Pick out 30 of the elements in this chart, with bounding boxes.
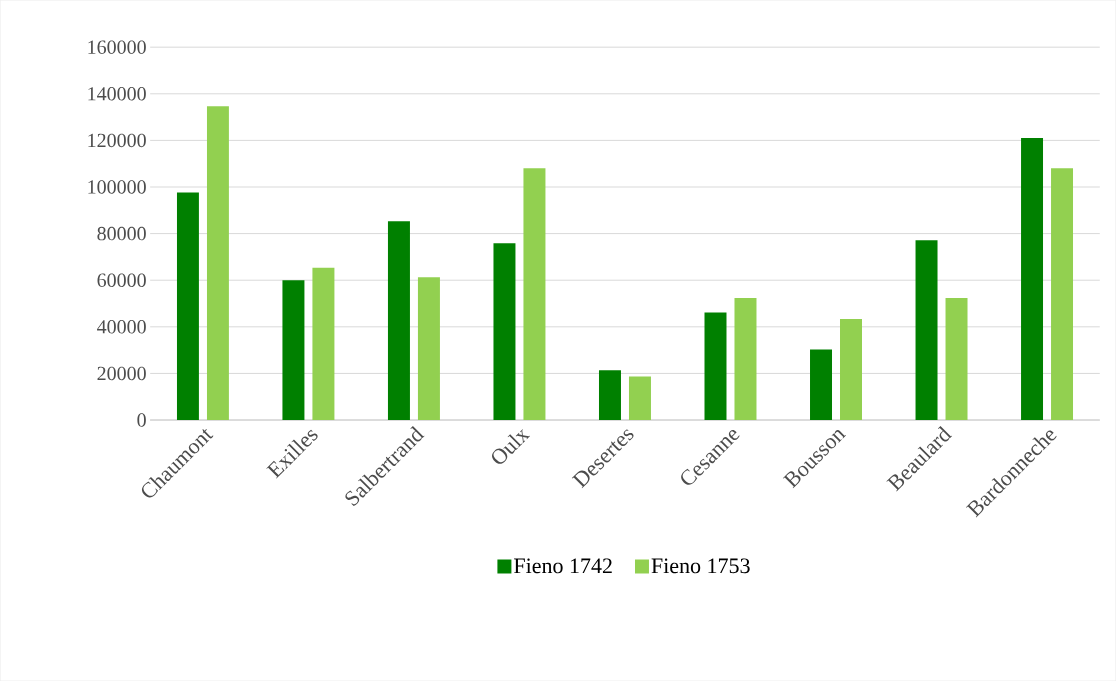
bar [945, 297, 968, 420]
bar [810, 349, 833, 420]
bar [523, 168, 546, 420]
legend-label: Fieno 1742 [514, 558, 612, 574]
bar [598, 370, 621, 420]
bar [915, 240, 938, 420]
y-tick-label: 20000 [97, 366, 146, 381]
bar [704, 312, 727, 420]
bar [734, 297, 757, 420]
bar [282, 280, 305, 420]
y-tick-label: 120000 [88, 133, 146, 148]
bar [387, 221, 410, 420]
bar [628, 376, 651, 420]
bar [1021, 138, 1044, 420]
y-tick-label: 80000 [97, 226, 146, 241]
bar [493, 243, 516, 420]
bar [1051, 168, 1074, 420]
bar [176, 192, 199, 420]
y-tick-label: 140000 [88, 86, 146, 101]
y-tick-label: 0 [137, 413, 146, 427]
y-tick-label: 100000 [88, 180, 146, 194]
y-tick-label: 40000 [97, 320, 146, 334]
bar [206, 106, 229, 420]
legend-label: Fieno 1753 [651, 558, 750, 574]
bar [312, 267, 335, 420]
bar [840, 318, 862, 420]
y-tick-label: 60000 [97, 273, 146, 287]
x-tick-label: Oulx [492, 429, 531, 464]
y-tick-label: 160000 [88, 40, 146, 54]
bar [417, 277, 440, 420]
